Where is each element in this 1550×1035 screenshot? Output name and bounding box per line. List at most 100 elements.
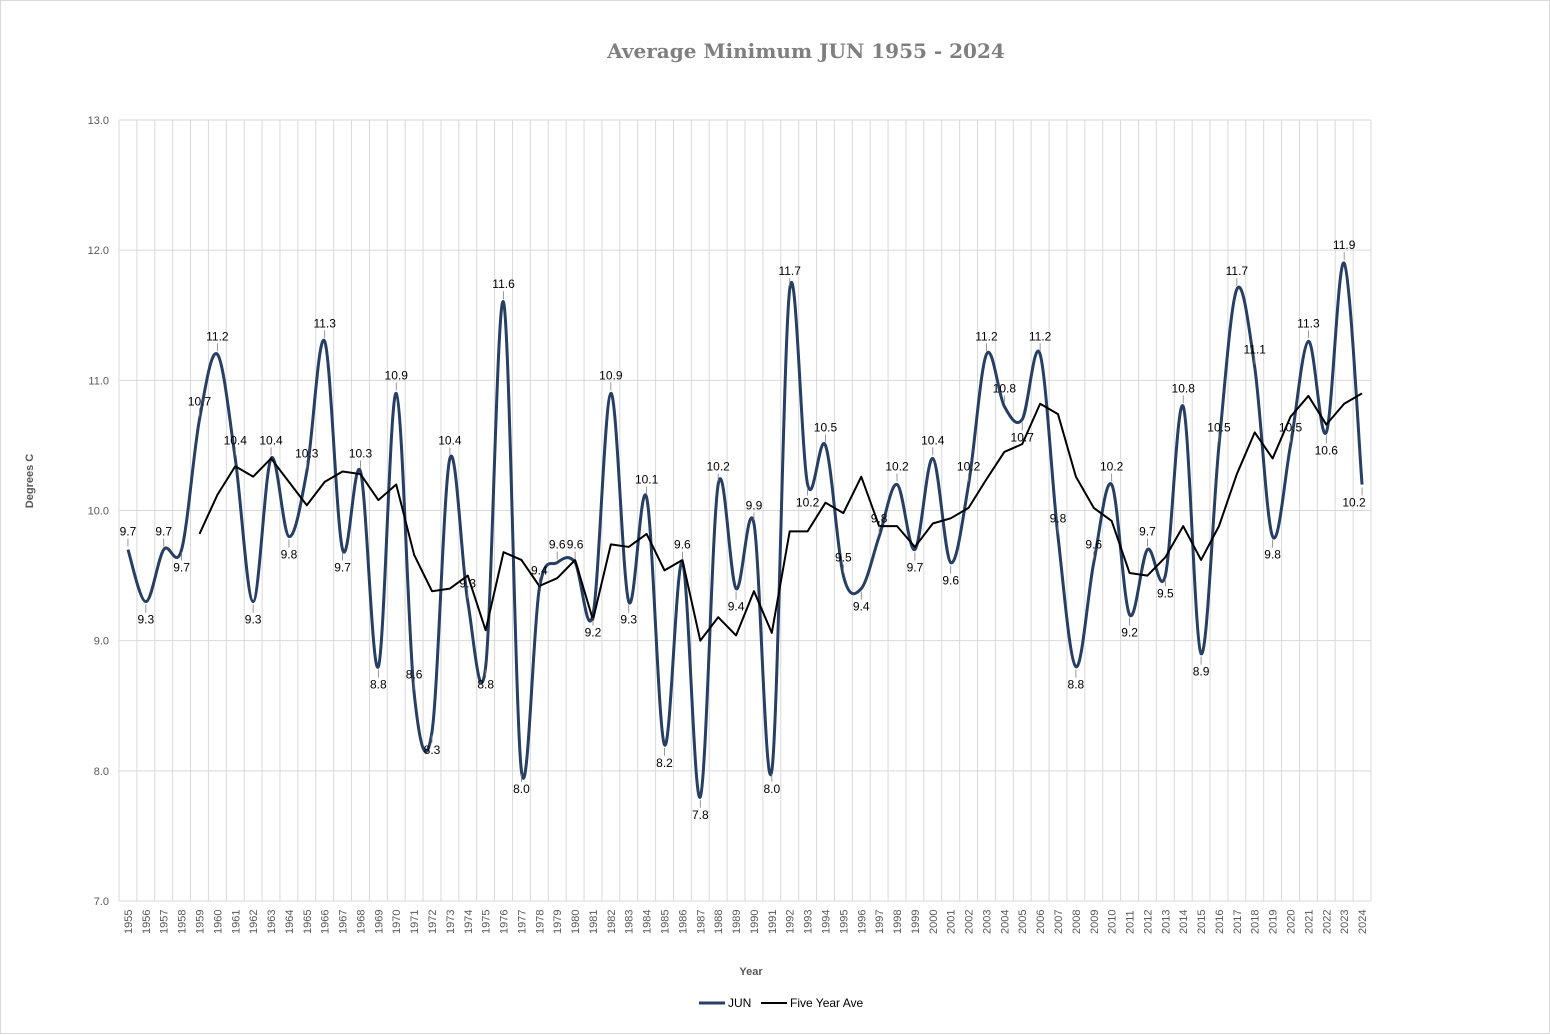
data-label: 8.0 (763, 782, 780, 796)
y-axis-ticks: 7.0 8.0 9.0 10.0 11.0 12.0 13.0 (88, 115, 109, 908)
data-label: 11.2 (206, 329, 229, 343)
data-label: 9.7 (907, 561, 924, 575)
x-tick-label: 1995 (838, 910, 850, 934)
data-label: 9.4 (853, 600, 870, 614)
x-tick-label: 2011 (1125, 910, 1137, 934)
x-tick-label: 1975 (481, 910, 493, 934)
data-label: 9.9 (746, 499, 763, 513)
x-tick-label: 1994 (820, 910, 832, 934)
data-label: 10.2 (1342, 495, 1366, 509)
y-tick-label: 10.0 (88, 506, 109, 518)
data-label: 8.8 (1068, 678, 1085, 692)
data-label: 10.1 (635, 472, 659, 486)
data-label: 10.3 (295, 446, 319, 460)
data-label: 9.5 (1157, 587, 1174, 601)
x-tick-label: 1986 (677, 910, 689, 934)
legend-label-five-year-ave: Five Year Ave (790, 996, 863, 1010)
data-label: 9.8 (1050, 512, 1067, 526)
x-tick-label: 1958 (177, 910, 189, 934)
x-tick-label: 1971 (409, 910, 421, 934)
data-label: 10.4 (438, 433, 462, 447)
x-tick-label: 1957 (159, 910, 171, 934)
data-label: 11.3 (1297, 316, 1320, 330)
x-axis-ticks: 1955 1956 1957 1958 1959 1960 1961 1962 1963 1964… (123, 910, 1369, 934)
x-tick-label: 1982 (606, 910, 618, 934)
x-tick-label: 2023 (1339, 910, 1351, 934)
x-tick-label: 1998 (892, 910, 904, 934)
data-label: 10.9 (385, 368, 409, 382)
data-label: 9.6 (942, 574, 959, 588)
data-label: 10.8 (1172, 381, 1196, 395)
data-label: 9.8 (1264, 548, 1281, 562)
x-tick-label: 1969 (373, 910, 385, 934)
x-tick-label: 1961 (230, 910, 242, 934)
data-label: 10.4 (224, 433, 248, 447)
data-label: 11.2 (1029, 329, 1052, 343)
data-label: 11.7 (778, 264, 801, 278)
data-label: 10.5 (1279, 420, 1303, 434)
x-tick-label: 1996 (856, 910, 868, 934)
data-label: 11.9 (1333, 238, 1356, 252)
data-label: 9.3 (245, 613, 262, 627)
data-label: 10.2 (1100, 459, 1124, 473)
x-tick-label: 2008 (1071, 910, 1083, 934)
x-tick-label: 1980 (570, 910, 582, 934)
x-tick-label: 1964 (284, 910, 296, 934)
legend-label-jun: JUN (728, 996, 751, 1010)
data-label: 9.3 (459, 577, 476, 591)
data-label: 11.6 (492, 277, 515, 291)
series-five-year-ave-line (198, 392, 1363, 642)
data-label: 10.5 (1207, 420, 1231, 434)
data-label: 10.8 (993, 381, 1017, 395)
data-label: 8.8 (477, 678, 494, 692)
x-tick-label: 2024 (1357, 910, 1369, 934)
x-tick-label: 1979 (552, 910, 564, 934)
x-tick-label: 2001 (946, 910, 958, 934)
data-label: 9.7 (334, 561, 351, 575)
x-tick-label: 1959 (194, 910, 206, 934)
x-tick-label: 2005 (1017, 910, 1029, 934)
data-label: 8.6 (406, 668, 423, 682)
y-axis-title: Degrees C (24, 454, 36, 508)
x-tick-label: 2012 (1142, 910, 1154, 934)
x-tick-label: 2013 (1160, 910, 1172, 934)
data-label: 9.8 (871, 512, 888, 526)
data-label: 11.2 (975, 329, 998, 343)
x-tick-label: 1973 (445, 910, 457, 934)
x-tick-label: 1990 (749, 910, 761, 934)
series-jun-line (126, 261, 1364, 799)
data-label: 10.7 (188, 394, 212, 408)
x-tick-label: 2014 (1178, 910, 1190, 934)
x-tick-label: 1976 (499, 910, 511, 934)
data-label: 8.9 (1193, 665, 1210, 679)
data-label: 9.4 (531, 564, 548, 578)
x-tick-label: 2019 (1268, 910, 1280, 934)
data-label: 7.8 (692, 808, 709, 822)
chart-title: Average Minimum JUN 1955 - 2024 (606, 39, 1005, 63)
x-tick-label: 2021 (1303, 910, 1315, 934)
series-layer (126, 261, 1364, 799)
x-tick-label: 1968 (355, 910, 367, 934)
data-label: 10.6 (1315, 443, 1339, 457)
x-tick-label: 1987 (695, 910, 707, 934)
data-label: 11.3 (313, 316, 336, 330)
data-label: 9.7 (173, 561, 190, 575)
data-label: 10.2 (796, 495, 820, 509)
data-label: 9.7 (120, 525, 137, 539)
data-label: 9.8 (281, 548, 298, 562)
x-tick-label: 1955 (123, 910, 135, 934)
x-tick-label: 1997 (874, 910, 886, 934)
data-label: 10.2 (706, 459, 730, 473)
x-tick-label: 2016 (1214, 910, 1226, 934)
x-tick-label: 1984 (642, 910, 654, 934)
data-label: 10.3 (349, 446, 373, 460)
x-tick-label: 1974 (463, 910, 475, 934)
data-label: 9.3 (137, 613, 154, 627)
data-label: 10.2 (885, 459, 909, 473)
data-label-layer: 9.7 9.3 9.7 9.7 10.7 11.2 10.4 9.3 10.4 9.8 10.3 11… (120, 238, 1366, 822)
data-label: 9.4 (728, 600, 745, 614)
x-tick-label: 1977 (516, 910, 528, 934)
x-tick-label: 1966 (320, 910, 332, 934)
